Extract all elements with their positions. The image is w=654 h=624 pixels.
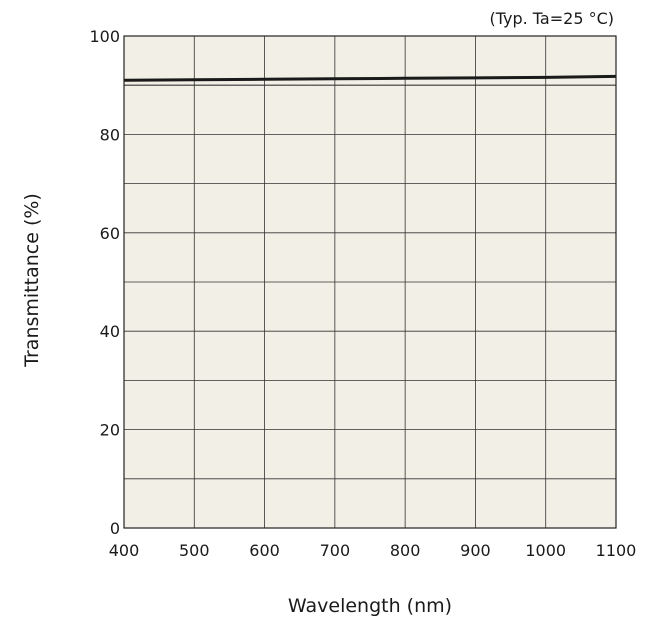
series-line <box>123 74 617 82</box>
x-tick-label: 600 <box>249 541 280 560</box>
y-tick-label: 0 <box>110 519 120 538</box>
y-tick-label: 40 <box>100 322 120 341</box>
plot-frame <box>123 35 617 529</box>
x-tick-label: 900 <box>460 541 491 560</box>
conditions-annotation: (Typ. Ta=25 °C) <box>489 9 614 28</box>
x-tick-label: 500 <box>179 541 210 560</box>
x-tick-label: 400 <box>109 541 140 560</box>
x-axis-title: Wavelength (nm) <box>288 595 452 617</box>
x-tick-label: 800 <box>390 541 421 560</box>
y-tick-label: 60 <box>100 224 120 243</box>
x-tick-label: 700 <box>320 541 351 560</box>
y-tick-label: 80 <box>100 125 120 144</box>
y-tick-labels: 0 20 40 60 80 100 <box>89 27 120 538</box>
x-tick-label: 1000 <box>525 541 566 560</box>
y-tick-label: 100 <box>89 27 120 46</box>
x-tick-label: 1100 <box>596 541 637 560</box>
series-group <box>123 74 617 82</box>
x-tick-labels: 400 500 600 700 800 900 1000 1100 <box>109 541 637 560</box>
minor-gridlines <box>124 84 616 480</box>
y-tick-label: 20 <box>100 421 120 440</box>
y-axis-title: Transmittance (%) <box>21 193 43 368</box>
